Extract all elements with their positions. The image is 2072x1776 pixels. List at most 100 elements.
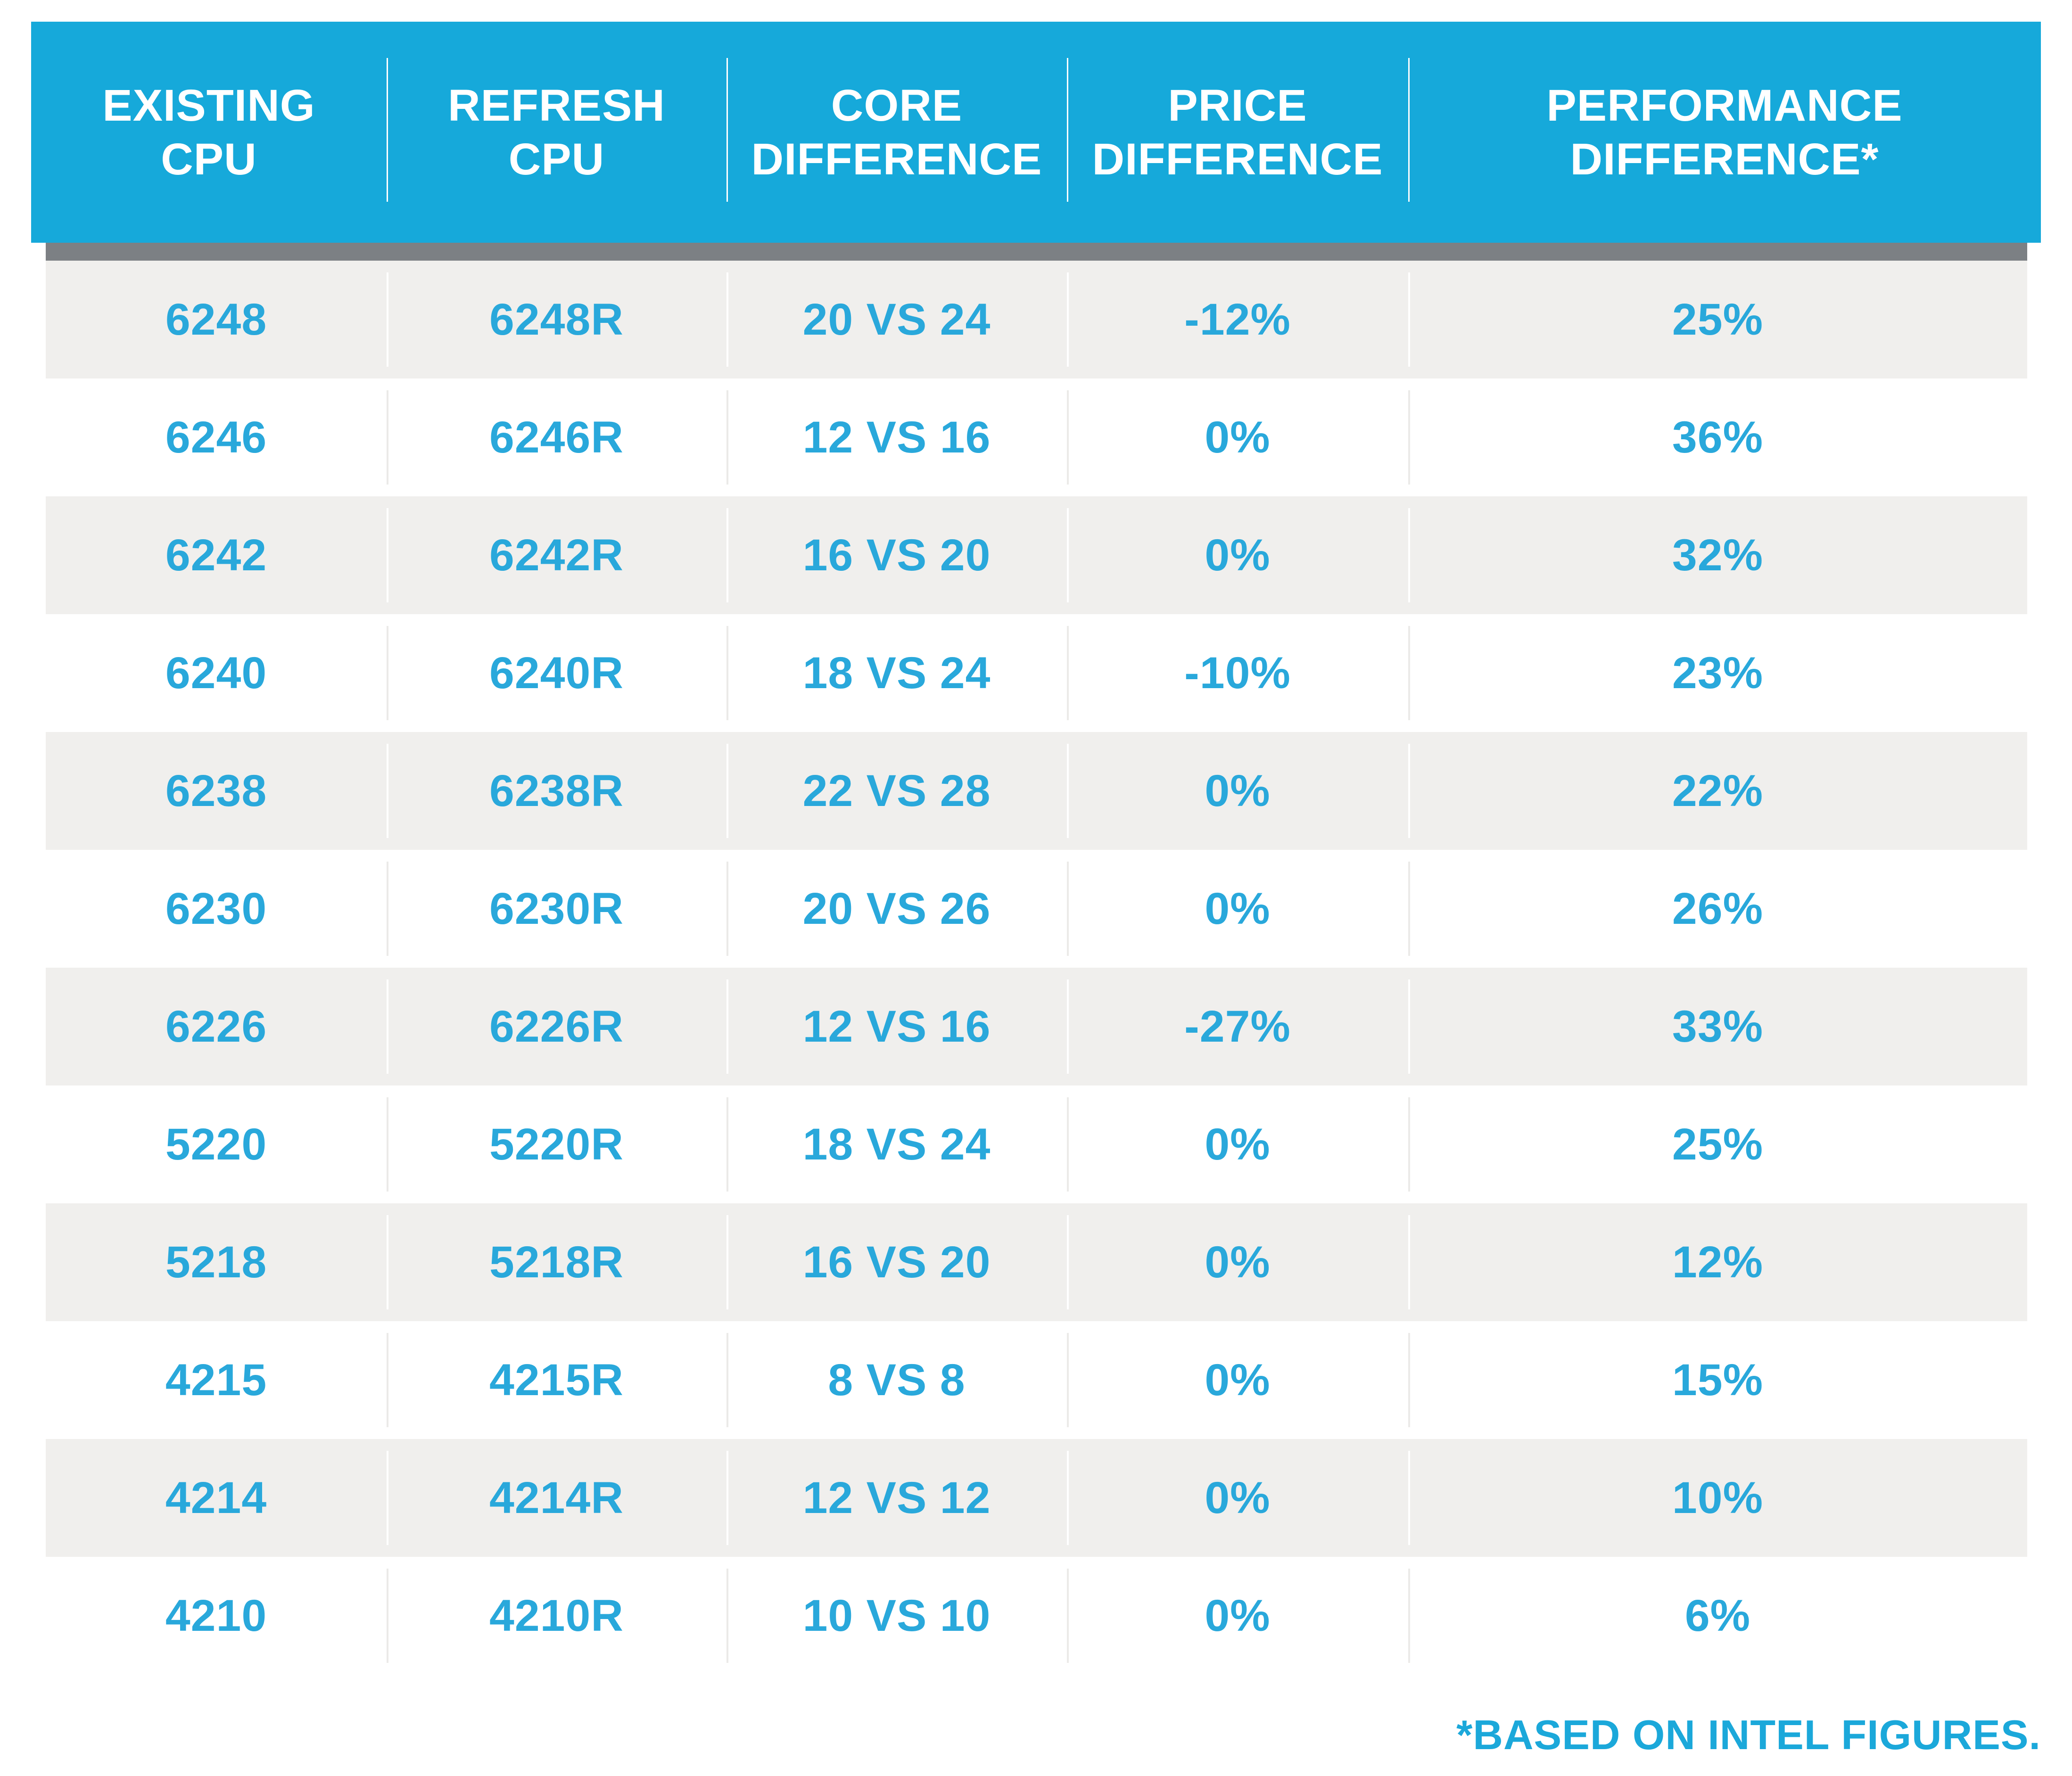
cell-refresh-cpu: 6240R bbox=[489, 648, 624, 698]
row-column-divider bbox=[387, 508, 388, 602]
cell-price-difference: 0% bbox=[1205, 530, 1271, 580]
cell-existing-cpu: 6246 bbox=[165, 412, 267, 462]
table-body: 6248 6248R 20 VS 24 -12% 25% 6246 6246R … bbox=[46, 261, 2027, 1675]
row-column-divider bbox=[726, 1569, 728, 1663]
header-column-divider bbox=[1067, 58, 1068, 202]
table-row: 6246 6246R 12 VS 16 0% 36% bbox=[46, 378, 2027, 496]
cell-performance-difference: 23% bbox=[1672, 648, 1764, 698]
header-core-difference: CORE DIFFERENCE bbox=[751, 80, 1042, 184]
row-column-divider bbox=[726, 1333, 728, 1427]
cell-refresh-cpu: 6246R bbox=[489, 412, 624, 462]
row-column-divider bbox=[1067, 390, 1069, 485]
row-column-divider bbox=[1408, 508, 1410, 602]
cell-existing-cpu: 6230 bbox=[165, 883, 267, 934]
cell-performance-difference: 36% bbox=[1672, 412, 1764, 462]
cell-existing-cpu: 6238 bbox=[165, 765, 267, 816]
cell-price-difference: 0% bbox=[1205, 1119, 1271, 1169]
cell-core-difference: 10 VS 10 bbox=[802, 1590, 991, 1641]
cell-existing-cpu: 4210 bbox=[165, 1590, 267, 1641]
cell-refresh-cpu: 4214R bbox=[489, 1472, 624, 1523]
cell-refresh-cpu: 6238R bbox=[489, 765, 624, 816]
cell-existing-cpu: 4214 bbox=[165, 1472, 267, 1523]
row-column-divider bbox=[1408, 390, 1410, 485]
header-shadow-bar bbox=[46, 243, 2027, 261]
row-column-divider bbox=[1067, 1097, 1069, 1192]
cell-existing-cpu: 5218 bbox=[165, 1237, 267, 1287]
cell-performance-difference: 33% bbox=[1672, 1001, 1764, 1052]
header-existing-cpu: EXISTING CPU bbox=[102, 80, 315, 184]
cell-existing-cpu: 6248 bbox=[165, 294, 267, 345]
cell-refresh-cpu: 4215R bbox=[489, 1355, 624, 1405]
header-column-divider bbox=[726, 58, 728, 202]
cell-price-difference: 0% bbox=[1205, 1355, 1271, 1405]
row-column-divider bbox=[1067, 1569, 1069, 1663]
row-column-divider bbox=[387, 979, 388, 1074]
cell-performance-difference: 12% bbox=[1672, 1237, 1764, 1287]
cell-price-difference: -12% bbox=[1184, 294, 1291, 345]
cell-refresh-cpu: 6248R bbox=[489, 294, 624, 345]
cell-performance-difference: 6% bbox=[1684, 1590, 1751, 1641]
header-refresh-cpu: REFRESH CPU bbox=[448, 80, 665, 184]
row-column-divider bbox=[726, 626, 728, 720]
row-column-divider bbox=[726, 272, 728, 367]
cell-performance-difference: 10% bbox=[1672, 1472, 1764, 1523]
cell-core-difference: 16 VS 20 bbox=[802, 530, 991, 580]
cell-refresh-cpu: 5220R bbox=[489, 1119, 624, 1169]
footnote: *BASED ON INTEL FIGURES. bbox=[1456, 1711, 2041, 1758]
cell-price-difference: -10% bbox=[1184, 648, 1291, 698]
row-column-divider bbox=[1067, 862, 1069, 956]
table-header: EXISTING CPU REFRESH CPU CORE DIFFERENCE… bbox=[31, 22, 2041, 243]
row-column-divider bbox=[387, 1333, 388, 1427]
cell-core-difference: 18 VS 24 bbox=[802, 1119, 991, 1169]
cell-existing-cpu: 5220 bbox=[165, 1119, 267, 1169]
row-column-divider bbox=[726, 1451, 728, 1545]
row-column-divider bbox=[1408, 272, 1410, 367]
cell-price-difference: -27% bbox=[1184, 1001, 1291, 1052]
row-column-divider bbox=[726, 744, 728, 838]
row-column-divider bbox=[726, 390, 728, 485]
table-row: 4214 4214R 12 VS 12 0% 10% bbox=[46, 1439, 2027, 1557]
row-column-divider bbox=[726, 862, 728, 956]
cell-price-difference: 0% bbox=[1205, 1472, 1271, 1523]
row-column-divider bbox=[1408, 1333, 1410, 1427]
row-column-divider bbox=[387, 862, 388, 956]
cell-core-difference: 20 VS 26 bbox=[802, 883, 991, 934]
row-column-divider bbox=[1408, 1097, 1410, 1192]
table-row: 6230 6230R 20 VS 26 0% 26% bbox=[46, 850, 2027, 968]
table-row: 5218 5218R 16 VS 20 0% 12% bbox=[46, 1203, 2027, 1321]
table-row: 6242 6242R 16 VS 20 0% 32% bbox=[46, 496, 2027, 614]
table-row: 5220 5220R 18 VS 24 0% 25% bbox=[46, 1085, 2027, 1203]
cell-existing-cpu: 6242 bbox=[165, 530, 267, 580]
row-column-divider bbox=[1408, 1569, 1410, 1663]
cell-price-difference: 0% bbox=[1205, 883, 1271, 934]
cell-core-difference: 18 VS 24 bbox=[802, 648, 991, 698]
cell-core-difference: 22 VS 28 bbox=[802, 765, 991, 816]
header-price-difference: PRICE DIFFERENCE bbox=[1092, 80, 1383, 184]
table-row: 6226 6226R 12 VS 16 -27% 33% bbox=[46, 968, 2027, 1085]
row-column-divider bbox=[1067, 626, 1069, 720]
row-column-divider bbox=[726, 508, 728, 602]
cell-refresh-cpu: 6230R bbox=[489, 883, 624, 934]
row-column-divider bbox=[1067, 508, 1069, 602]
row-column-divider bbox=[1408, 862, 1410, 956]
row-column-divider bbox=[1067, 979, 1069, 1074]
cell-existing-cpu: 6240 bbox=[165, 648, 267, 698]
row-column-divider bbox=[1067, 1333, 1069, 1427]
cell-performance-difference: 15% bbox=[1672, 1355, 1764, 1405]
table-row: 6238 6238R 22 VS 28 0% 22% bbox=[46, 732, 2027, 850]
row-column-divider bbox=[1408, 1451, 1410, 1545]
cell-core-difference: 20 VS 24 bbox=[802, 294, 991, 345]
row-column-divider bbox=[1067, 744, 1069, 838]
row-column-divider bbox=[387, 390, 388, 485]
row-column-divider bbox=[1408, 1215, 1410, 1309]
cell-performance-difference: 26% bbox=[1672, 883, 1764, 934]
table-row: 6240 6240R 18 VS 24 -10% 23% bbox=[46, 614, 2027, 732]
row-column-divider bbox=[726, 1097, 728, 1192]
row-column-divider bbox=[387, 626, 388, 720]
cell-refresh-cpu: 5218R bbox=[489, 1237, 624, 1287]
cell-existing-cpu: 6226 bbox=[165, 1001, 267, 1052]
row-column-divider bbox=[1408, 744, 1410, 838]
header-performance-difference: PERFORMANCE DIFFERENCE* bbox=[1546, 80, 1903, 184]
table-row: 6248 6248R 20 VS 24 -12% 25% bbox=[46, 261, 2027, 378]
